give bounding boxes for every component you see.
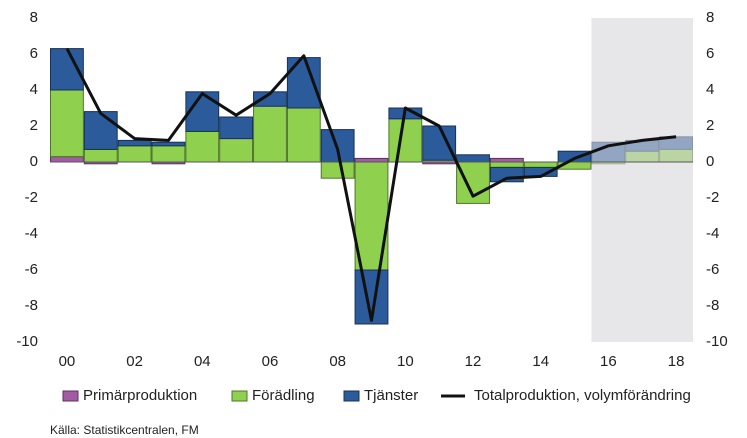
bar <box>185 130 220 163</box>
y-tick-label: -8 <box>25 297 38 314</box>
y-tick-label: -10 <box>16 333 38 350</box>
x-tick-label: 08 <box>329 353 346 370</box>
x-tick-label: 18 <box>668 353 685 370</box>
legend-swatch <box>231 390 248 402</box>
bar <box>83 111 118 150</box>
y-tick-label: -4 <box>25 225 38 242</box>
bar <box>354 157 389 163</box>
bar <box>422 125 457 161</box>
y-tick-label: 2 <box>30 117 38 134</box>
y-tick-label: 0 <box>30 153 38 170</box>
x-tick-label: 12 <box>465 353 482 370</box>
bar <box>489 161 524 168</box>
x-tick-label: 02 <box>126 353 143 370</box>
y-tick-label: 8 <box>30 9 38 26</box>
y2-tick-label: 0 <box>706 153 714 170</box>
bar <box>50 156 84 163</box>
legend-swatch <box>343 390 360 402</box>
forecast-shade <box>591 18 693 342</box>
bar <box>523 161 558 168</box>
bar <box>253 105 287 163</box>
bar <box>151 141 186 147</box>
legend-label: Totalproduktion, volymförändring <box>474 387 691 404</box>
bar <box>117 139 152 147</box>
legend-label: Primärproduktion <box>83 387 197 404</box>
y-tick-label: 4 <box>30 81 38 98</box>
y2-tick-label: 8 <box>706 9 714 26</box>
y2-tick-label: 2 <box>706 117 714 134</box>
source: Källa: Statistikcentralen, FM <box>50 423 199 437</box>
bar <box>219 116 254 140</box>
legend-label: Tjänster <box>364 387 418 404</box>
x-tick-label: 06 <box>262 353 279 370</box>
bar <box>286 57 321 109</box>
bar <box>286 107 321 163</box>
y2-tick-label: -2 <box>706 189 719 206</box>
bar <box>456 154 490 163</box>
y-tick-label: -6 <box>25 261 38 278</box>
y2-tick-label: -4 <box>706 225 719 242</box>
y2-tick-label: 6 <box>706 45 714 62</box>
bar <box>50 89 84 158</box>
y2-tick-label: -6 <box>706 261 719 278</box>
x-tick-label: 16 <box>600 353 617 370</box>
bar <box>117 145 152 163</box>
bar <box>185 91 220 132</box>
y2-tick-label: 4 <box>706 81 714 98</box>
x-tick-label: 04 <box>194 353 211 370</box>
bar <box>320 161 355 179</box>
bar <box>83 148 118 163</box>
bar <box>388 118 423 163</box>
bar <box>219 138 254 163</box>
total-line <box>65 47 677 322</box>
x-tick-label: 14 <box>532 353 549 370</box>
bar <box>489 157 524 163</box>
x-tick-label: 00 <box>59 353 76 370</box>
y2-tick-label: -10 <box>706 333 728 350</box>
legend-swatch <box>62 390 79 402</box>
y-tick-label: -2 <box>25 189 38 206</box>
legend-label: Förädling <box>252 387 315 404</box>
y-tick-label: 6 <box>30 45 38 62</box>
bar <box>151 145 186 163</box>
y2-tick-label: -8 <box>706 297 719 314</box>
x-tick-label: 10 <box>397 353 414 370</box>
